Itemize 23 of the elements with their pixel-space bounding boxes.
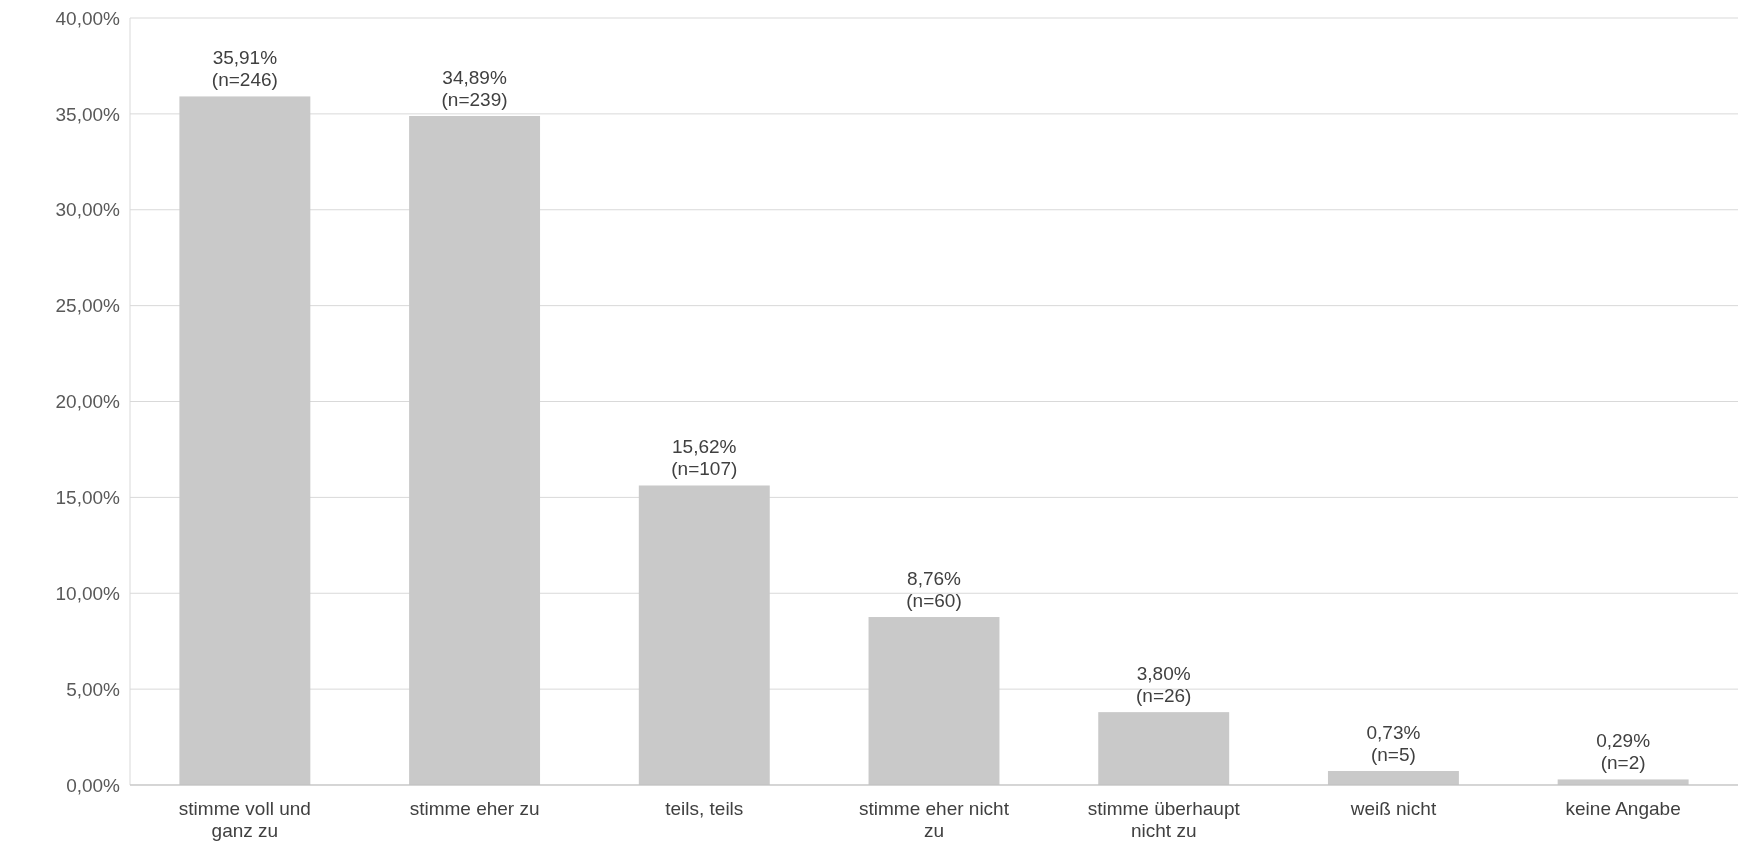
y-tick-label: 30,00% [55, 199, 121, 221]
data-label: 15,62% (n=107) [671, 436, 738, 480]
y-tick-label: 35,00% [55, 103, 121, 125]
x-tick-label: teils, teils [665, 798, 744, 819]
data-label: 35,91% (n=246) [211, 47, 278, 91]
y-tick-label: 25,00% [55, 295, 121, 317]
y-tick-label: 5,00% [66, 678, 121, 700]
data-label: 34,89% (n=239) [441, 66, 508, 110]
x-tick-label: stimme eher zu [409, 798, 540, 819]
y-tick-label: 15,00% [55, 487, 121, 509]
x-tick-label: stimme überhaupt nicht zu [1087, 798, 1241, 841]
y-tick-label: 0,00% [66, 774, 121, 796]
data-label: 0,73% (n=5) [1366, 722, 1421, 765]
x-tick-label: stimme eher nicht zu [859, 798, 1010, 841]
data-label: 8,76% (n=60) [906, 568, 962, 612]
x-tick-label: stimme voll und ganz zu [178, 798, 311, 841]
x-tick-label: weiß nicht [1349, 798, 1437, 819]
y-tick-label: 20,00% [55, 391, 121, 413]
x-tick-label: keine Angabe [1565, 798, 1681, 819]
y-tick-label: 40,00% [55, 7, 121, 29]
data-label: 3,80% (n=26) [1135, 663, 1192, 707]
y-tick-label: 10,00% [55, 582, 121, 604]
data-label: 0,29% (n=2) [1596, 730, 1651, 774]
